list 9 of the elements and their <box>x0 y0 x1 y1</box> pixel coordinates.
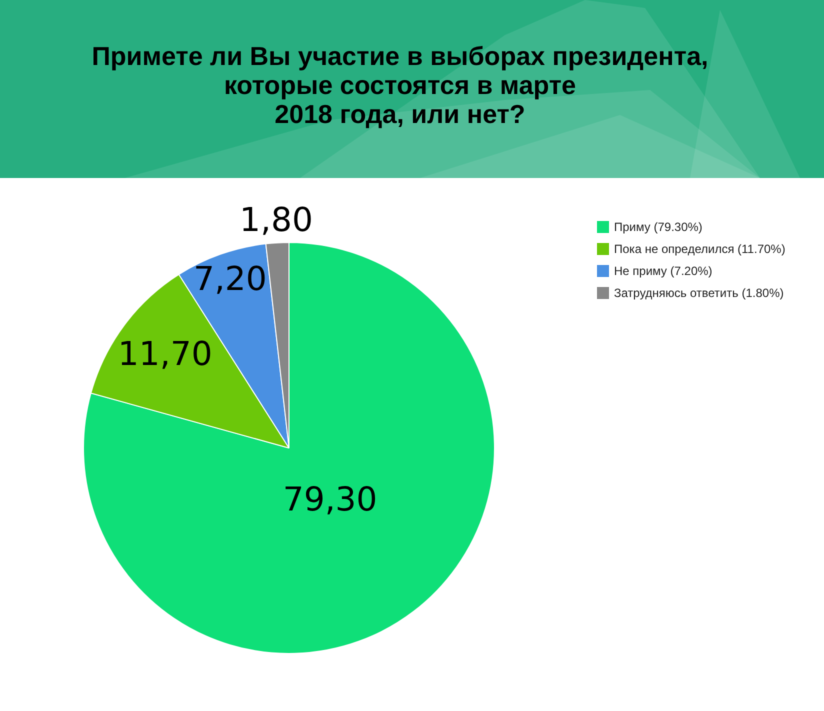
legend-label: Приму (79.30%) <box>614 220 702 234</box>
data-label: 7,20 <box>193 258 267 298</box>
legend-label: Не приму (7.20%) <box>614 264 712 278</box>
data-label: 11,70 <box>118 334 212 373</box>
legend-label: Пока не определился (11.70%) <box>614 242 786 256</box>
chart-title: Примете ли Вы участие в выборах президента, которые состоятся в марте 2018 года, или нет? <box>90 41 710 129</box>
legend-label: Затрудняюсь ответить (1.80%) <box>614 286 784 300</box>
data-label: 1,80 <box>239 200 313 239</box>
data-label: 79,30 <box>282 480 378 519</box>
